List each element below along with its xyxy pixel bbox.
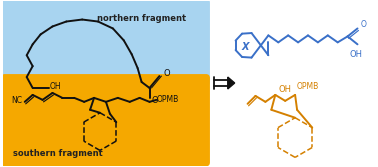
Polygon shape — [228, 77, 235, 89]
Text: X: X — [242, 42, 249, 52]
Text: OH: OH — [279, 85, 292, 94]
Text: northern fragment: northern fragment — [97, 14, 186, 23]
Text: O: O — [152, 96, 158, 105]
Text: O: O — [361, 20, 366, 29]
FancyBboxPatch shape — [1, 74, 210, 166]
FancyBboxPatch shape — [1, 0, 210, 86]
Text: O: O — [163, 69, 170, 78]
Text: OPMB: OPMB — [156, 95, 179, 104]
Text: OPMB: OPMB — [297, 82, 319, 91]
Text: southern fragment: southern fragment — [12, 149, 102, 158]
Text: NC: NC — [11, 96, 22, 105]
Text: OH: OH — [50, 82, 61, 92]
Text: OH: OH — [349, 50, 362, 59]
